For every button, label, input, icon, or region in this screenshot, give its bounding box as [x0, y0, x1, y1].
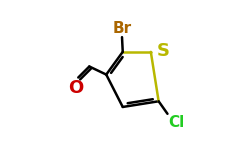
Text: O: O: [68, 79, 84, 97]
Text: Br: Br: [112, 21, 132, 36]
Text: S: S: [156, 42, 170, 60]
Text: Cl: Cl: [168, 115, 184, 130]
